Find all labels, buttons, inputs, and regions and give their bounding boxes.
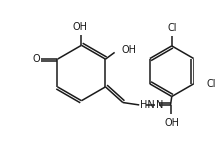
Text: Cl: Cl [167,23,177,33]
Text: OH: OH [73,22,88,32]
Text: OH: OH [164,118,179,128]
Text: O: O [32,54,40,64]
Text: N: N [156,100,163,110]
Text: HN: HN [140,100,154,110]
Text: Cl: Cl [207,79,216,89]
Text: OH: OH [121,45,136,54]
